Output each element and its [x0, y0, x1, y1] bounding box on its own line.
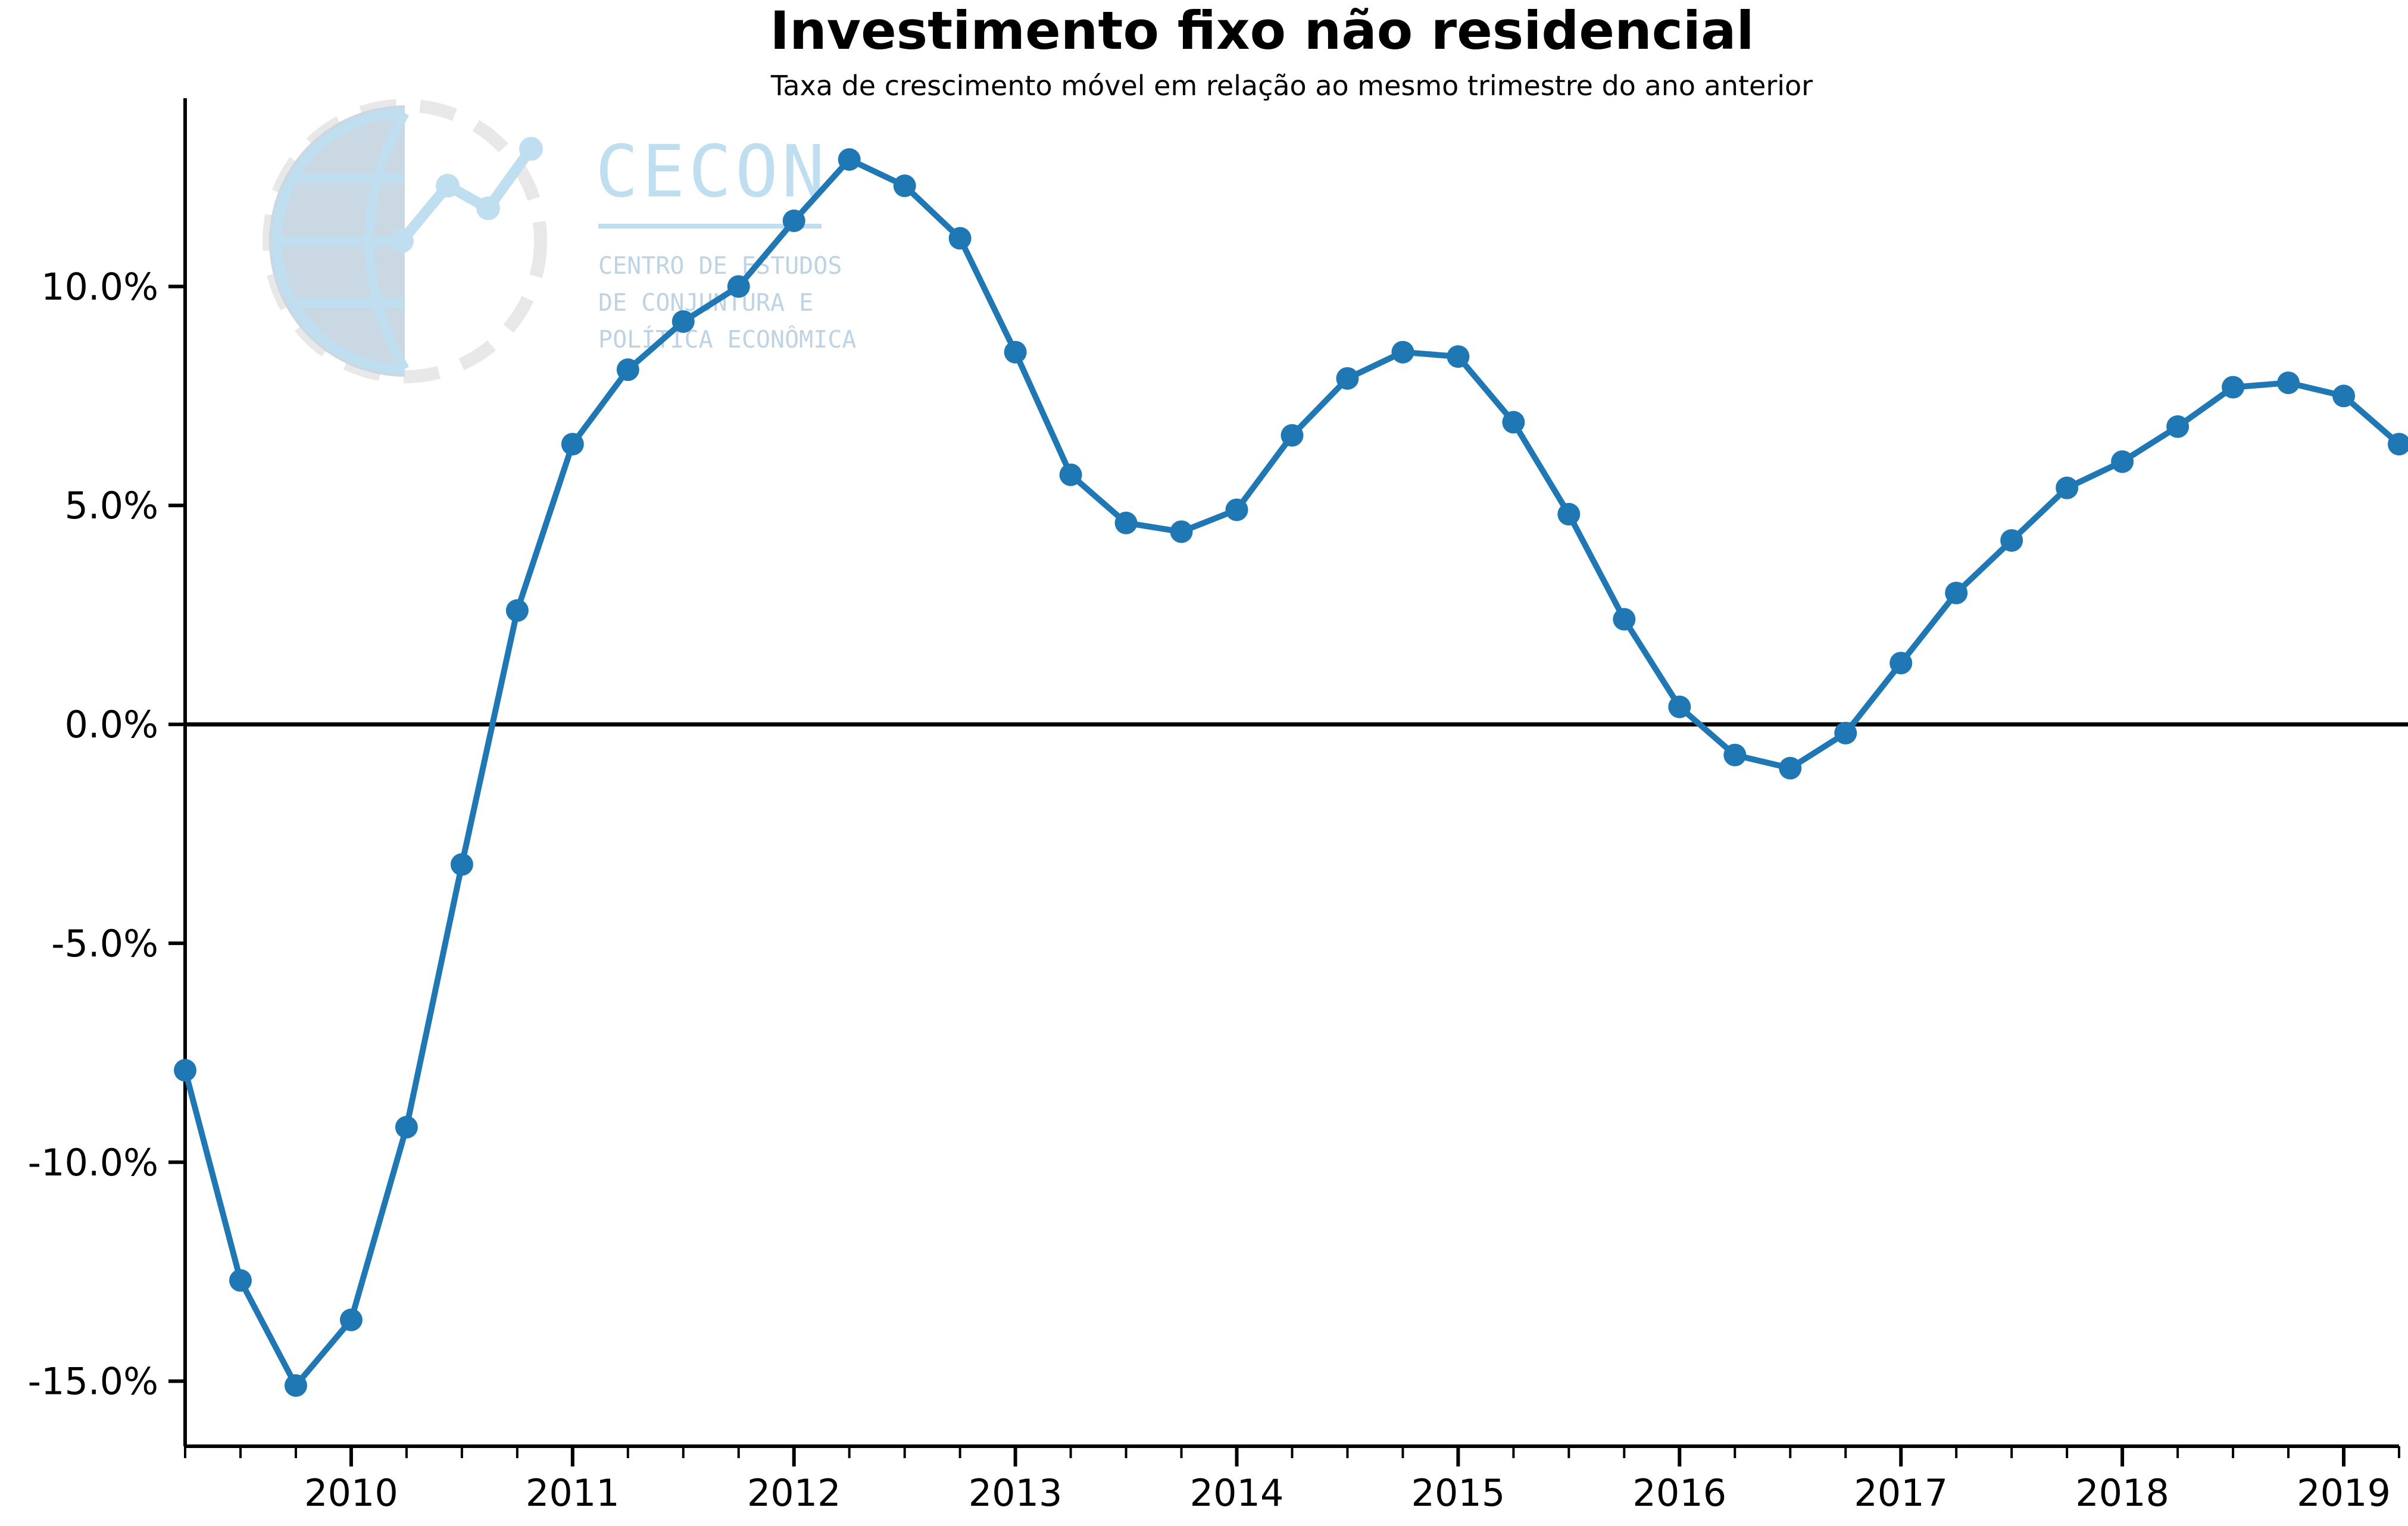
x-tick-label: 2013 — [969, 1471, 1063, 1515]
chart-title: Investimento fixo não residencial — [770, 0, 1754, 61]
logo-line-2: DE CONJUNTURA E — [598, 289, 813, 317]
data-point — [1502, 411, 1525, 434]
data-point — [174, 1059, 196, 1082]
data-point — [2111, 450, 2134, 473]
y-axis-ticks: -15.0% -10.0% -5.0% 0.0% 5.0% 10.0% — [28, 265, 185, 1403]
x-tick-label: 2011 — [526, 1471, 620, 1515]
data-point — [2332, 384, 2356, 408]
data-point — [339, 1308, 363, 1331]
x-tick-label: 2016 — [1632, 1471, 1726, 1515]
data-point — [1945, 581, 1968, 605]
x-tick-label: 2012 — [747, 1471, 841, 1515]
data-point — [1059, 463, 1082, 486]
data-point — [1834, 721, 1857, 745]
data-point — [1723, 743, 1747, 767]
x-tick-label: 2014 — [1190, 1471, 1284, 1515]
x-tick-label: 2010 — [304, 1471, 398, 1515]
x-tick-label: 2019 — [2297, 1471, 2391, 1515]
y-tick-label: -10.0% — [28, 1141, 158, 1184]
x-tick-label: 2015 — [1411, 1471, 1506, 1515]
data-point — [1779, 756, 1802, 780]
data-point — [782, 209, 805, 232]
data-point — [561, 433, 584, 456]
data-point — [284, 1374, 307, 1397]
globe-grid-icon — [272, 108, 409, 374]
logo-line-1: CENTRO DE ESTUDOS — [598, 252, 842, 280]
data-point — [1170, 520, 1193, 543]
data-point — [1613, 608, 1636, 631]
data-point — [1889, 652, 1913, 675]
data-point — [1225, 498, 1248, 521]
y-tick-label: -15.0% — [28, 1360, 158, 1403]
chart-subtitle: Taxa de crescimento móvel em relação ao … — [770, 70, 1813, 102]
y-tick-label: 5.0% — [64, 484, 158, 527]
data-point — [1280, 424, 1304, 447]
data-point — [2222, 376, 2245, 399]
series-line — [182, 157, 2401, 1389]
x-tick-label: 2017 — [1854, 1471, 1948, 1515]
data-point — [1004, 340, 1027, 364]
data-point — [2166, 415, 2190, 438]
data-point — [395, 1115, 418, 1139]
series-points — [174, 148, 2408, 1397]
data-point — [2056, 476, 2079, 499]
data-point — [616, 358, 639, 382]
x-axis-ticks: 2010 2011 2012 2013 2014 2015 2016 2017 2018 2019 — [184, 1446, 2400, 1515]
data-point — [1114, 511, 1138, 534]
data-point — [2277, 371, 2300, 395]
data-point — [2388, 433, 2408, 456]
logo-name: CECON — [595, 131, 828, 214]
x-tick-label: 2018 — [2075, 1471, 2169, 1515]
data-point — [505, 599, 529, 622]
data-point — [2000, 529, 2023, 552]
data-point — [1557, 502, 1581, 526]
data-point — [948, 227, 972, 250]
y-tick-label: 10.0% — [41, 265, 158, 308]
data-point — [672, 310, 695, 333]
data-point — [1391, 340, 1414, 364]
data-point — [1336, 367, 1359, 390]
data-point — [229, 1269, 252, 1292]
y-tick-label: -5.0% — [51, 922, 158, 965]
data-point — [893, 174, 916, 198]
data-point — [1447, 345, 1470, 368]
cecon-logo-watermark: CECON CENTRO DE ESTUDOS DE CONJUNTURA E … — [263, 99, 856, 383]
data-point — [727, 275, 750, 298]
y-tick-label: 0.0% — [64, 703, 158, 746]
logo-line-3: POLÍTICA ECONÔMICA — [598, 325, 856, 354]
data-point — [838, 148, 861, 171]
data-point — [450, 853, 473, 876]
trend-arrow-icon — [398, 145, 536, 245]
data-point — [1668, 695, 1691, 718]
